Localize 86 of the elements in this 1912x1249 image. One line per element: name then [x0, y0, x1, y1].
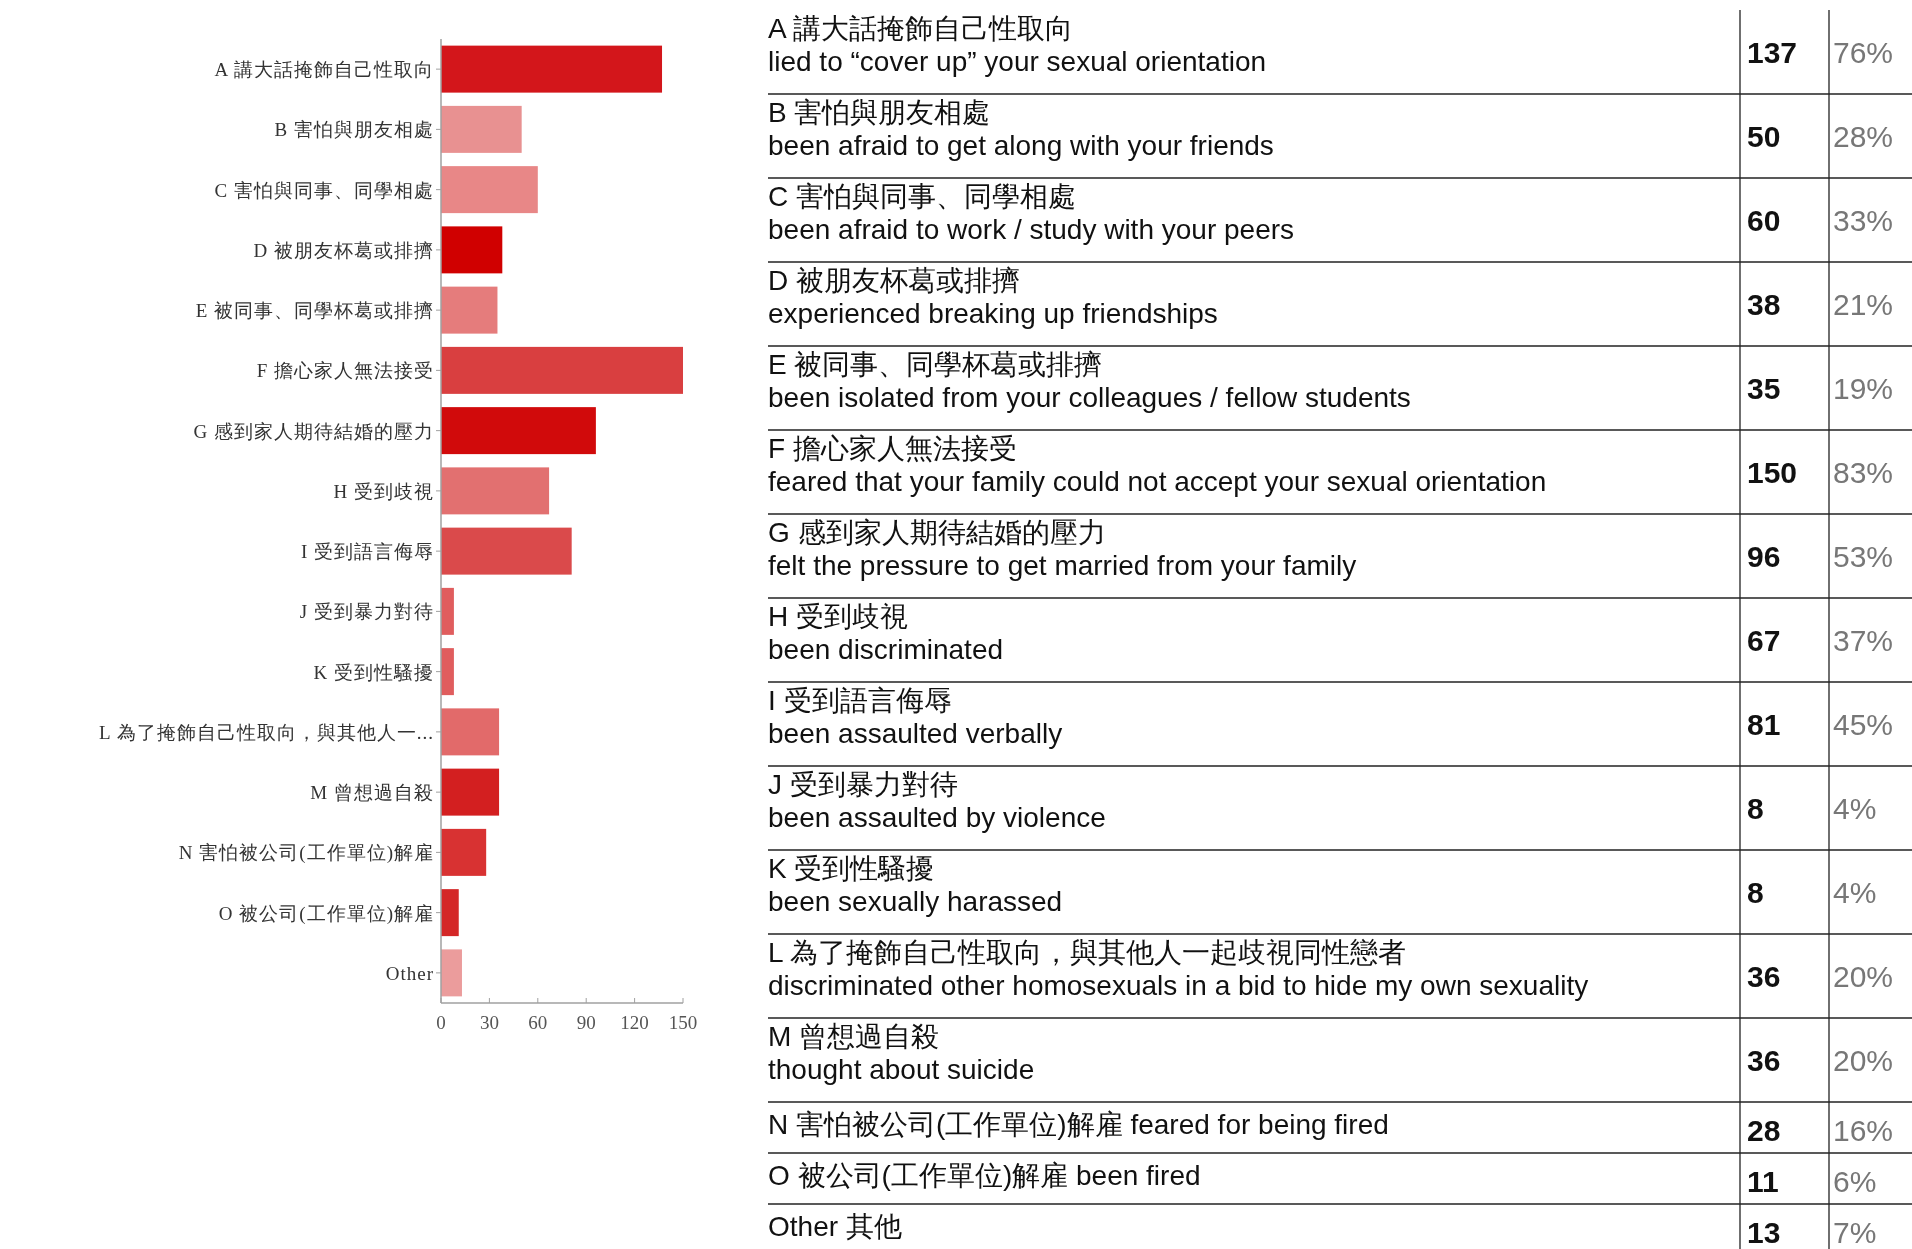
y-tick-label: A 講大話掩飾自己性取向: [214, 59, 434, 81]
category-label: O 被公司(工作單位)解雇 been fired: [768, 1160, 1201, 1191]
data-label: 33%: [1833, 204, 1894, 237]
y-tick-label: Other: [385, 962, 434, 984]
data-label: 81: [1747, 708, 1781, 741]
data-label: 4%: [1833, 876, 1877, 909]
bar: [441, 45, 663, 93]
data-label: 21%: [1833, 288, 1894, 321]
category-label: B 害怕與朋友相處 been afraid to get along with your friends: [768, 97, 1274, 161]
data-label: 16%: [1833, 1113, 1894, 1147]
category-label: H 受到歧視 been discriminated: [768, 601, 1004, 665]
category-label: D 被朋友杯葛或排擠 experienced breaking up friendships: [768, 265, 1218, 329]
category-label: Other 其他: [768, 1211, 902, 1242]
data-label: 28%: [1833, 120, 1894, 153]
category-label: G 感到家人期待結婚的壓力 felt the pressure to get married from your family: [768, 517, 1357, 581]
data-label: 11: [1747, 1164, 1779, 1198]
data-label: 50: [1747, 120, 1781, 153]
data-label: 20%: [1833, 1044, 1894, 1077]
category-label: N 害怕被公司(工作單位)解雇 feared for being fired: [768, 1109, 1389, 1140]
y-tick-label: N 害怕被公司(工作單位)解雇: [178, 842, 434, 865]
x-tick-label: 0: [436, 1012, 446, 1033]
category-label: A 講大話掩飾自己性取向 lied to “cover up” your sexual orientation: [768, 13, 1267, 77]
data-label: 36: [1747, 960, 1781, 993]
y-tick-label: J 受到暴力對待: [299, 601, 434, 623]
bar: [441, 708, 500, 756]
category-label: E 被同事、同學杯葛或排擠 been isolated from your colleagues / fellow students: [768, 349, 1411, 413]
y-tick-label: H 受到歧視: [333, 480, 434, 502]
y-tick-label: M 曾想過自殺: [310, 782, 434, 804]
data-label: 6%: [1833, 1164, 1877, 1198]
bar: [441, 587, 454, 635]
bar: [441, 889, 459, 937]
x-tick-label: 150: [668, 1012, 698, 1033]
x-tick-label: 60: [528, 1012, 548, 1033]
data-label: 137: [1747, 36, 1798, 69]
data-label: 28: [1747, 1113, 1781, 1147]
data-label: 36: [1747, 1044, 1781, 1077]
category-label: J 受到暴力對待 been assaulted by violence: [768, 769, 1106, 833]
data-label: 76%: [1833, 36, 1894, 69]
bar: [441, 949, 462, 997]
bar: [441, 648, 454, 696]
y-tick-label: E 被同事、同學杯葛或排擠: [195, 300, 434, 322]
y-tick-label: G 感到家人期待結婚的壓力: [193, 420, 434, 442]
bar: [441, 828, 487, 876]
y-tick-label: D 被朋友杯葛或排擠: [253, 239, 434, 261]
data-label: 83%: [1833, 456, 1894, 489]
bar: [441, 105, 522, 153]
y-tick-label: C 害怕與同事、同學相處: [214, 179, 434, 201]
data-label: 19%: [1833, 372, 1894, 405]
y-tick-label: L 為了掩飾自己性取向，與其他人一...: [99, 721, 434, 743]
bar: [441, 226, 503, 274]
data-label: 96: [1747, 540, 1781, 573]
category-label: C 害怕與同事、同學相處 been afraid to work / study with your peers: [768, 181, 1295, 245]
bar: [441, 407, 596, 455]
data-label: 60: [1747, 204, 1781, 237]
bar: [441, 768, 500, 816]
data-label: 150: [1747, 456, 1798, 489]
data-label: 38: [1747, 288, 1781, 321]
data-label: 45%: [1833, 708, 1894, 741]
y-tick-label: F 擔心家人無法接受: [256, 360, 434, 382]
data-label: 4%: [1833, 792, 1877, 825]
x-tick-label: 30: [479, 1012, 499, 1033]
data-label: 8: [1747, 792, 1764, 825]
x-tick-label: 120: [620, 1012, 649, 1033]
x-tick-label: 90: [576, 1012, 596, 1033]
category-label: K 受到性騷擾 been sexually harassed: [768, 853, 1063, 917]
data-label: 8: [1747, 876, 1764, 909]
data-label: 53%: [1833, 540, 1894, 573]
data-label: 13: [1747, 1215, 1781, 1249]
category-label: M 曾想過自殺 thought about suicide: [768, 1021, 1035, 1085]
bar: [441, 527, 572, 575]
data-label: 20%: [1833, 960, 1894, 993]
bar: [441, 346, 683, 394]
bar: [441, 286, 498, 334]
y-tick-label: O 被公司(工作單位)解雇: [218, 902, 434, 925]
y-tick-label: I 受到語言侮辱: [300, 541, 434, 563]
y-tick-label: B 害怕與朋友相處: [274, 119, 434, 141]
category-label: F 擔心家人無法接受 feared that your family could not accept your sexual orientation: [768, 433, 1547, 497]
bar: [441, 166, 538, 214]
data-label: 67: [1747, 624, 1781, 657]
bar: [441, 467, 550, 515]
category-label: I 受到語言侮辱 been assaulted verbally: [768, 685, 1063, 749]
y-tick-label: K 受到性騷擾: [313, 661, 434, 683]
data-label: 35: [1747, 372, 1781, 405]
category-label: L 為了掩飾自己性取向，與其他人一起歧視同性戀者 discriminated other homosexuals in a bid to hide my own sexuality: [768, 937, 1589, 1001]
data-label: 37%: [1833, 624, 1894, 657]
data-label: 7%: [1833, 1215, 1877, 1249]
